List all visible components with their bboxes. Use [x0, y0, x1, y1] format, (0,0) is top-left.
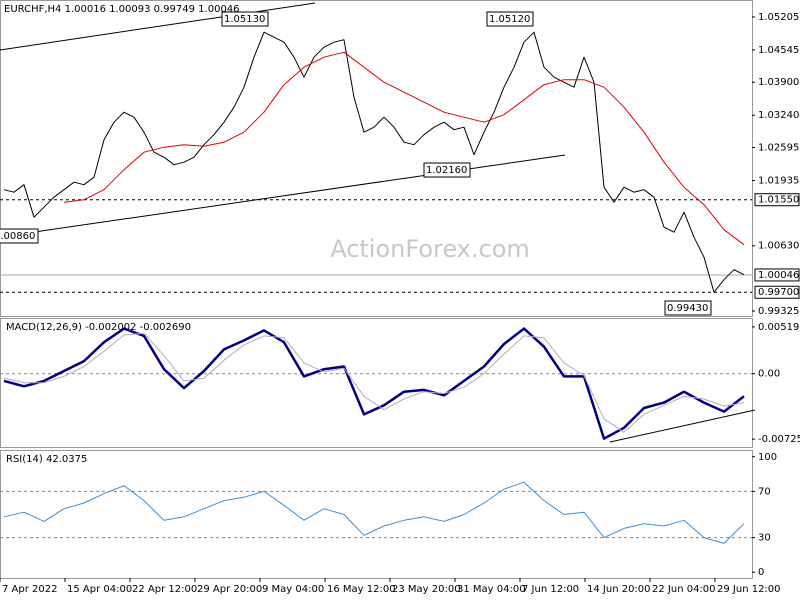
trend-line: [0, 2, 316, 51]
x-tick-label: 7 Apr 2022: [2, 584, 57, 595]
watermark: ActionForex.com: [330, 235, 530, 263]
annotation: 0.99430: [667, 303, 708, 314]
annotation: 1.05130: [224, 14, 265, 25]
y-tick-label: 100: [758, 452, 777, 463]
series-line: [63, 51, 745, 246]
panel-title: MACD(12,26,9) -0.002002 -0.002690: [6, 322, 191, 333]
y-tick-label: 1.03240: [758, 110, 799, 121]
x-tick-label: 14 Jun 20:00: [587, 584, 651, 595]
y-tick-label: 1.04545: [758, 45, 799, 56]
x-tick-label: 29 Apr 20:00: [197, 584, 262, 595]
price-panel: [0, 0, 753, 317]
y-tick-label: 1.03900: [758, 77, 799, 88]
x-tick-label: 23 May 20:00: [392, 584, 461, 595]
y-tick-label: 1.05205: [758, 12, 799, 23]
level-box: [754, 268, 800, 282]
annotation-box: [0, 228, 39, 244]
level-label: 1.00046: [758, 270, 799, 281]
level-box: [754, 193, 800, 207]
annotation: 1.02160: [426, 165, 467, 176]
annotation-box: [486, 11, 534, 27]
x-tick-label: 29 Jun 12:00: [717, 584, 781, 595]
y-tick-label: -0.007259: [758, 434, 800, 445]
y-tick-label: 1.02595: [758, 142, 799, 153]
y-tick-label: 0.99325: [758, 306, 799, 317]
series-line: [3, 332, 745, 433]
annotation-box: [664, 300, 712, 316]
panel-title: EURCHF,H4 1.00016 1.00093 0.99749 1.0004…: [4, 4, 240, 15]
annotation: 1.00860: [0, 231, 35, 242]
y-tick-label: 1.01935: [758, 175, 799, 186]
y-tick-label: 30: [758, 533, 771, 544]
x-tick-label: 16 May 12:00: [327, 584, 396, 595]
annotation: 1.05120: [489, 14, 530, 25]
x-tick-label: 9 May 04:00: [262, 584, 324, 595]
level-label: 1.01550: [758, 195, 799, 206]
x-tick-label: 7 Jun 12:00: [522, 584, 579, 595]
x-tick-label: 15 Apr 04:00: [67, 584, 132, 595]
y-tick-label: 70: [758, 486, 771, 497]
y-tick-label: 1.00630: [758, 241, 799, 252]
rsi-panel: [0, 450, 753, 579]
y-tick-label: 0.005196: [758, 322, 800, 333]
series-line: [3, 481, 745, 544]
level-label: 0.99700: [758, 287, 799, 298]
trend-line: [0, 154, 566, 238]
panel-title: RSI(14) 42.0375: [6, 454, 87, 465]
level-box: [754, 285, 800, 299]
series-line: [3, 31, 745, 293]
macd-panel: [0, 318, 753, 448]
y-tick-label: 0: [758, 567, 764, 578]
y-tick-label: 0.00: [758, 369, 780, 380]
x-tick-label: 22 Apr 12:00: [132, 584, 197, 595]
trend-line: [609, 409, 756, 443]
annotation-box: [423, 162, 471, 178]
x-tick-label: 22 Jun 04:00: [652, 584, 716, 595]
x-tick-label: 31 May 04:00: [457, 584, 526, 595]
annotation-box: [221, 11, 269, 27]
series-line: [3, 327, 745, 440]
